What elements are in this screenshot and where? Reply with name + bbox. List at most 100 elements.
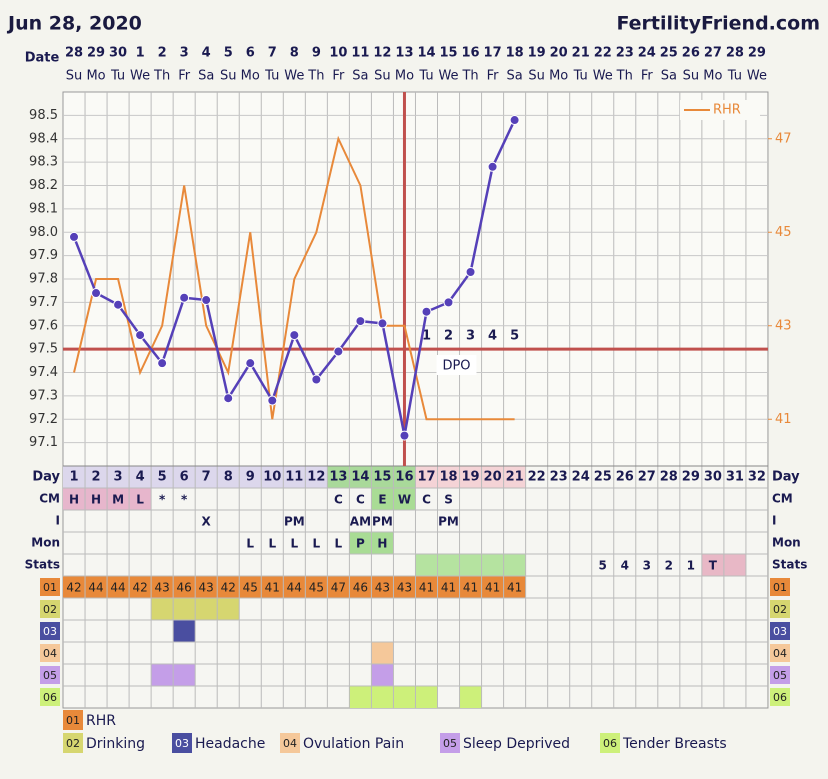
temperature-point xyxy=(157,358,168,369)
date: 3 xyxy=(180,46,189,61)
temperature-point xyxy=(135,330,146,341)
y-tick-label: 97.6 xyxy=(29,318,58,333)
row-cell: 1 xyxy=(687,559,695,573)
y-tick-label: 98.2 xyxy=(29,178,58,193)
temperature-point xyxy=(91,288,102,299)
day-number: 18 xyxy=(439,470,457,485)
day-number: 9 xyxy=(246,470,255,485)
code-label: 02 xyxy=(773,603,787,616)
code-box xyxy=(40,578,60,596)
legend-code: 05 xyxy=(443,737,457,750)
day-number: 10 xyxy=(263,470,281,485)
temperature-point xyxy=(201,295,212,306)
dpo-box xyxy=(436,355,477,375)
legend-name: Tender Breasts xyxy=(622,736,727,752)
weekday: Fr xyxy=(487,69,500,84)
rhr-value: 47 xyxy=(331,581,346,595)
dpo-number: 2 xyxy=(444,329,453,344)
day-number: 29 xyxy=(682,470,700,485)
date: 2 xyxy=(158,46,167,61)
date: 25 xyxy=(660,46,678,61)
rhr-value: 46 xyxy=(353,581,368,595)
dpo-number: 3 xyxy=(466,329,475,344)
rhr-cell xyxy=(415,576,438,598)
legend-code: 04 xyxy=(283,737,297,750)
legend-code: 06 xyxy=(603,737,617,750)
row-cell: L xyxy=(290,537,298,551)
date-label: Date xyxy=(25,51,60,66)
legend-name: Sleep Deprived xyxy=(463,736,570,752)
y-tick-label: 98.5 xyxy=(29,108,58,123)
date: 27 xyxy=(704,46,722,61)
day-number: 27 xyxy=(638,470,656,485)
weekday: Mo xyxy=(703,69,722,84)
row-cell: C xyxy=(334,493,343,507)
date: 10 xyxy=(329,46,347,61)
rhr-value: 41 xyxy=(463,581,478,595)
y2-tick-label: 45 xyxy=(775,225,792,240)
symptom-cell xyxy=(415,686,438,708)
weekday: Su xyxy=(528,69,545,84)
dpo-number: 5 xyxy=(510,329,519,344)
row-cell: W xyxy=(398,493,411,507)
date: 28 xyxy=(726,46,744,61)
date: 22 xyxy=(594,46,612,61)
symptom-cell xyxy=(349,686,372,708)
legend-name: Drinking xyxy=(86,736,145,752)
rhr-cell xyxy=(503,576,526,598)
rhr-value: 45 xyxy=(309,581,324,595)
rhr-cell xyxy=(173,576,196,598)
y2-tick-label: 47 xyxy=(775,131,792,146)
day-number: 31 xyxy=(726,470,744,485)
legend-label: RHR xyxy=(713,103,741,118)
date: 9 xyxy=(312,46,321,61)
row-label: Stats xyxy=(25,558,60,572)
symptom-cell xyxy=(173,620,196,642)
date: 5 xyxy=(224,46,233,61)
row-cell: PM xyxy=(284,515,305,529)
day-number: 25 xyxy=(594,470,612,485)
rhr-cell xyxy=(151,576,174,598)
rhr-value: 43 xyxy=(375,581,390,595)
row-label: Mon xyxy=(772,536,801,550)
rhr-cell xyxy=(85,576,108,598)
temperature-point xyxy=(113,299,124,310)
rhr-cell xyxy=(63,576,86,598)
code-box xyxy=(770,644,790,662)
weekday: Su xyxy=(374,69,391,84)
temperature-point xyxy=(487,161,498,172)
code-label: 06 xyxy=(773,691,787,704)
legend-code-box xyxy=(172,733,192,753)
date: 17 xyxy=(484,46,502,61)
rhr-value: 46 xyxy=(177,581,192,595)
rhr-cell xyxy=(283,576,306,598)
date: 19 xyxy=(528,46,546,61)
row-cell: AM xyxy=(350,515,371,529)
day-number: 21 xyxy=(506,470,524,485)
rhr-cell xyxy=(349,576,372,598)
code-label: 02 xyxy=(43,603,57,616)
weekday: Tu xyxy=(573,69,588,84)
rhr-cell xyxy=(481,576,504,598)
row-cell: PM xyxy=(438,515,459,529)
day-number: 26 xyxy=(616,470,634,485)
day-number: 28 xyxy=(660,470,678,485)
dpo-label: DPO xyxy=(442,359,470,374)
date: 18 xyxy=(506,46,524,61)
rhr-cell xyxy=(195,576,218,598)
row-cell: H xyxy=(69,493,79,507)
rhr-cell xyxy=(129,576,152,598)
temperature-point xyxy=(509,115,520,126)
date: 20 xyxy=(550,46,568,61)
day-number: 14 xyxy=(351,470,369,485)
weekday: Fr xyxy=(332,69,345,84)
date: 4 xyxy=(202,46,211,61)
temperature-point xyxy=(179,292,190,303)
weekday: Tu xyxy=(418,69,433,84)
weekday: Tu xyxy=(110,69,125,84)
row-cell: L xyxy=(246,537,254,551)
weekday: We xyxy=(284,69,304,84)
date: 12 xyxy=(373,46,391,61)
rhr-cell xyxy=(239,576,262,598)
row-label: I xyxy=(772,514,776,528)
